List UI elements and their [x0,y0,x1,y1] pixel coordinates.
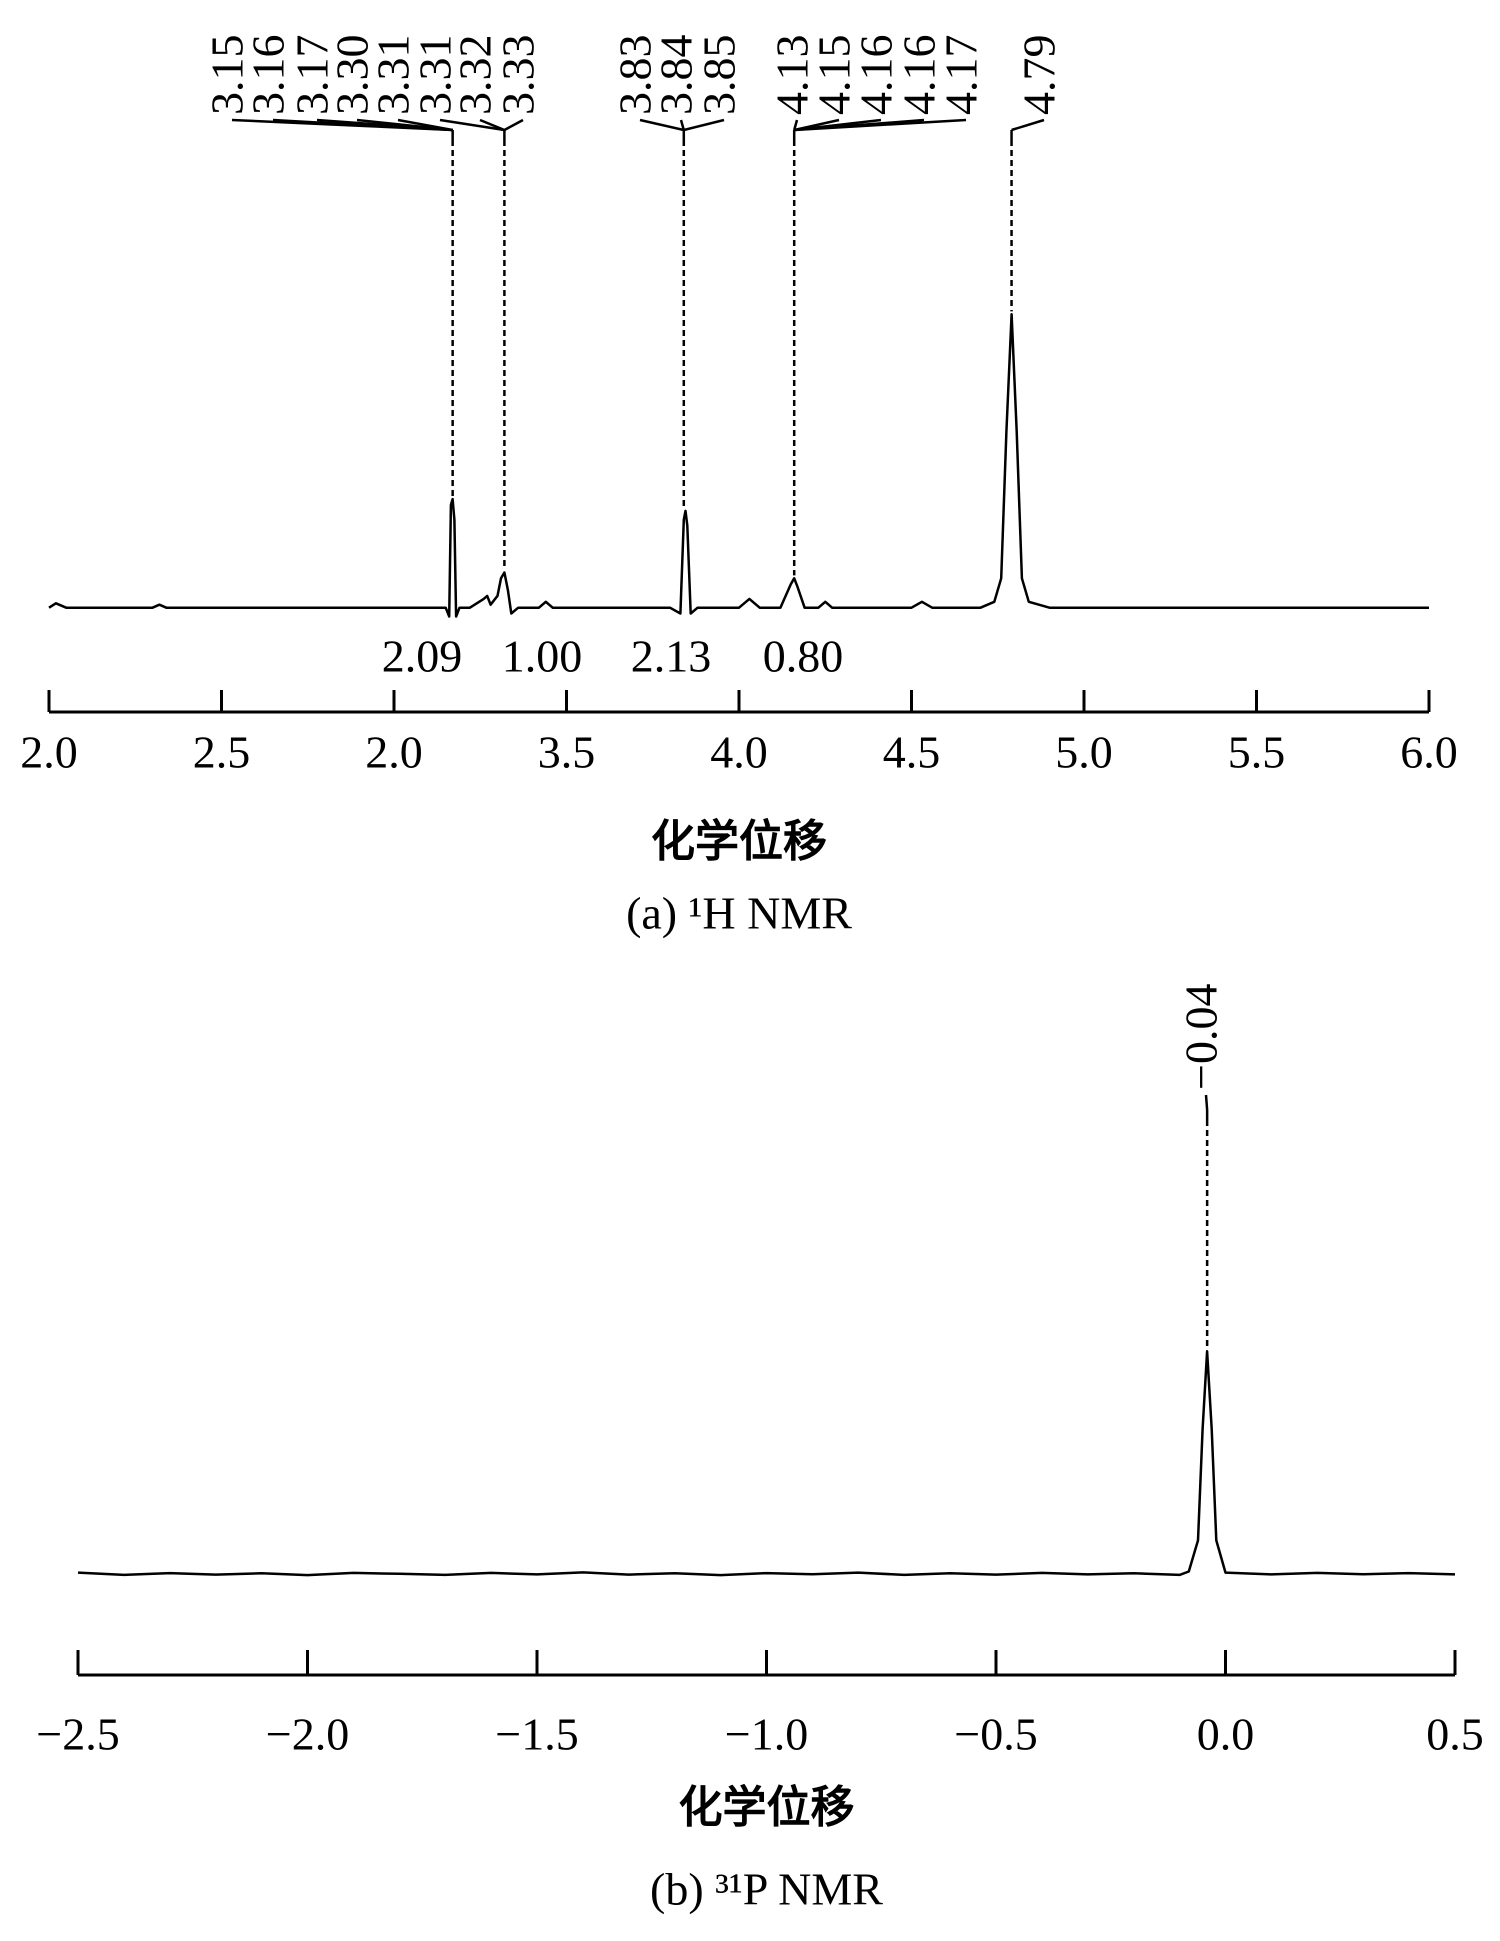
peak-leader [683,118,725,132]
caption: (a) ¹H NMR [626,888,852,939]
peak-leader [794,118,967,132]
peak-label: 3.31 [410,35,461,116]
spectrum-line [77,1350,1456,1577]
x-tick-label: 4.5 [883,727,941,778]
integral-label: 1.00 [502,631,583,682]
peak-label: 3.15 [202,35,253,116]
peak-leader [679,119,686,131]
x-tick-label: 6.0 [1400,727,1458,778]
peak-label: 3.85 [694,35,745,116]
peak-label: 4.17 [936,35,987,116]
peak-leader [397,118,453,132]
peak-label: 4.16 [894,35,945,116]
x-tick-label: −1.0 [725,1709,808,1760]
x-tick-label: 2.0 [20,727,78,778]
x-tick-label: 0.0 [1197,1709,1255,1760]
peak-label: 4.79 [1014,35,1065,116]
peak-label: 3.83 [610,35,661,116]
x-tick-label: −2.5 [36,1709,119,1760]
peak-leader [439,118,505,132]
x-axis-title: 化学位移 [651,816,827,867]
peak-label: 4.13 [767,35,818,116]
peak-label: 3.84 [651,35,702,116]
x-tick-label: 5.0 [1055,727,1113,778]
peak-label: 3.17 [287,35,338,116]
x-tick-label: 0.5 [1426,1709,1484,1760]
peak-leader [503,118,524,132]
x-tick-label: 2.0 [365,727,423,778]
x-tick-label: −0.5 [954,1709,1037,1760]
peak-label: −0.04 [1176,984,1227,1090]
x-axis-title: 化学位移 [679,1782,855,1833]
integral-label: 2.09 [382,631,463,682]
peak-label: 3.33 [493,35,544,116]
peak-leader [792,119,799,131]
peak-label: 4.15 [809,35,860,116]
peak-label: 3.30 [327,35,378,116]
x-tick-label: 4.0 [710,727,768,778]
spectrum-line [48,313,1429,618]
caption: (b) ³¹P NMR [650,1864,883,1915]
peak-label: 3.31 [368,35,419,116]
x-tick-label: 3.5 [538,727,596,778]
peak-label: 3.16 [243,35,294,116]
x-tick-label: 5.5 [1228,727,1286,778]
peak-leader [639,118,685,132]
x-tick-label: −2.0 [266,1709,349,1760]
peak-label: 4.16 [851,35,902,116]
peak-leader [1204,1094,1209,1111]
peak-label: 3.32 [450,35,501,116]
integral-label: 0.80 [763,631,844,682]
integral-label: 2.13 [631,631,712,682]
peak-leader [479,118,505,132]
x-tick-label: −1.5 [495,1709,578,1760]
peak-leader [1011,118,1045,132]
x-tick-label: 2.5 [193,727,251,778]
